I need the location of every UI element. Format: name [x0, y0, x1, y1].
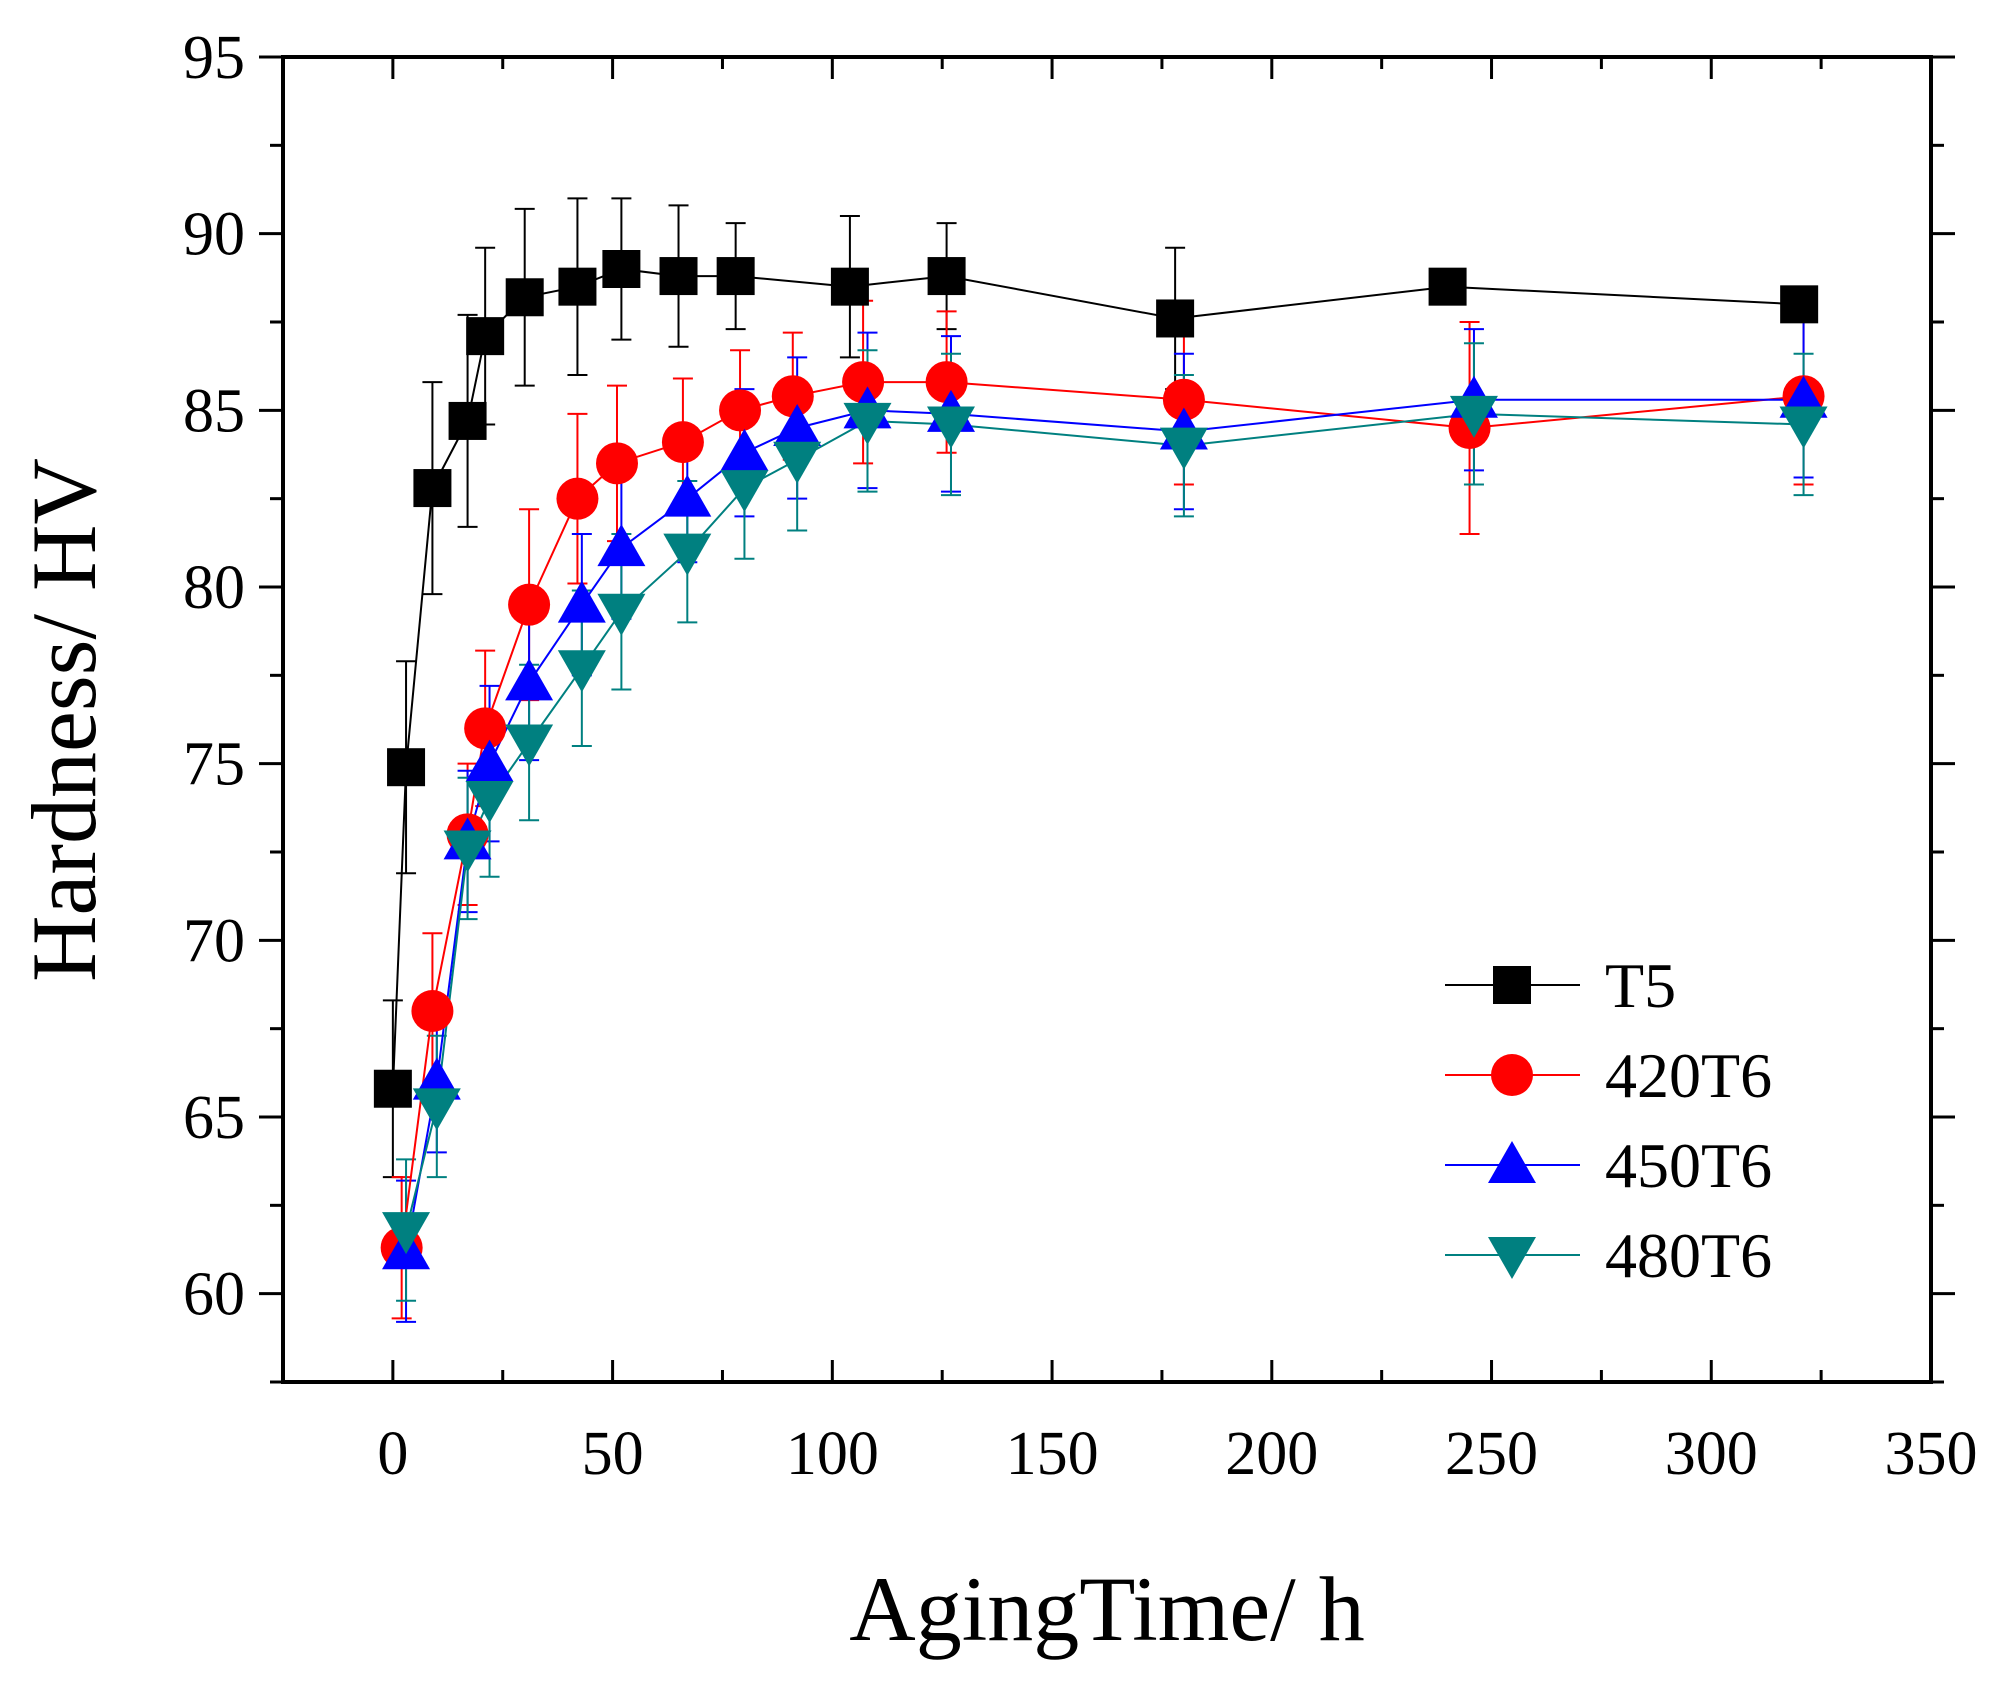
y-tick-label: 70 [183, 907, 245, 975]
data-point-480t6 [412, 1088, 461, 1131]
data-point-450t6 [773, 404, 822, 446]
data-point-450t6 [465, 739, 514, 782]
data-point-t5 [1780, 285, 1819, 324]
plot-frame [281, 55, 1933, 1384]
legend-label-t5: T5 [1605, 950, 1676, 1021]
y-tick-label: 85 [183, 377, 245, 445]
data-point-450t6 [505, 658, 554, 701]
legend-marker-420t6 [1491, 1054, 1533, 1096]
x-tick-labels: 0 50 100 150 200 250 300 350 [377, 1420, 1977, 1488]
y-tick-label: 65 [183, 1084, 245, 1152]
data-point-420t6 [1162, 378, 1205, 421]
data-point-420t6 [411, 990, 454, 1032]
data-point-420t6 [771, 375, 814, 418]
data-point-420t6 [925, 361, 968, 404]
data-point-t5 [448, 401, 487, 440]
data-point-420t6 [464, 707, 507, 750]
data-point-420t6 [508, 583, 551, 626]
data-point-t5 [927, 257, 966, 296]
data-point-420t6 [556, 477, 599, 520]
y-tick-label: 75 [183, 731, 245, 799]
x-axis-title: AgingTime/ h [849, 1558, 1364, 1660]
data-point-t5 [387, 748, 426, 787]
data-point-480t6 [505, 724, 554, 767]
data-point-450t6 [663, 474, 712, 517]
x-tick-label: 150 [1006, 1420, 1099, 1488]
data-point-480t6 [773, 441, 822, 484]
data-point-t5 [505, 278, 544, 317]
data-point-480t6 [443, 830, 492, 873]
data-point-t5 [373, 1069, 412, 1108]
data-point-480t6 [720, 470, 769, 513]
data-point-480t6 [926, 406, 975, 449]
data-point-420t6 [661, 421, 704, 464]
data-point-t5 [830, 267, 869, 306]
legend-label-450t6: 450T6 [1605, 1130, 1772, 1201]
data-point-450t6 [720, 428, 769, 471]
data-point-480t6 [663, 533, 712, 576]
y-tick-label: 95 [183, 24, 245, 92]
legend: T5 420T6 450T6 480T6 [1445, 950, 1772, 1291]
data-point-t5 [1156, 299, 1195, 338]
data-point-t5 [558, 267, 597, 306]
data-point-480t6 [597, 593, 646, 636]
y-tick-label: 80 [183, 554, 245, 622]
data-point-t5 [716, 257, 755, 296]
legend-marker-480t6 [1488, 1237, 1536, 1279]
series-markers [373, 250, 1828, 1270]
data-point-480t6 [1159, 427, 1208, 470]
data-point-450t6 [557, 580, 606, 623]
data-point-450t6 [597, 524, 646, 567]
legend-label-420t6: 420T6 [1605, 1040, 1772, 1111]
x-tick-label: 100 [786, 1420, 879, 1488]
x-tick-label: 50 [582, 1420, 644, 1488]
data-point-480t6 [1449, 395, 1498, 438]
x-tick-label: 0 [377, 1420, 408, 1488]
data-point-t5 [659, 257, 698, 296]
y-tick-label: 60 [183, 1261, 245, 1329]
y-tick-labels: 60 65 70 75 80 85 90 95 [183, 24, 245, 1329]
y-axis-title: Hardness/ HV [13, 458, 115, 982]
legend-marker-450t6 [1488, 1141, 1536, 1183]
x-tick-label: 250 [1445, 1420, 1538, 1488]
data-point-t5 [466, 317, 505, 356]
x-tick-label: 200 [1225, 1420, 1318, 1488]
data-point-420t6 [595, 442, 638, 485]
data-point-480t6 [843, 402, 892, 445]
legend-label-480t6: 480T6 [1605, 1220, 1772, 1291]
data-point-420t6 [842, 361, 885, 404]
x-tick-label: 300 [1665, 1420, 1758, 1488]
data-point-t5 [1428, 267, 1467, 306]
data-point-480t6 [465, 781, 514, 823]
data-point-480t6 [1779, 406, 1828, 449]
data-point-420t6 [719, 389, 762, 432]
y-tick-label: 90 [183, 201, 245, 269]
data-point-t5 [413, 469, 452, 508]
axis-ticks [259, 55, 1955, 1384]
data-point-480t6 [557, 650, 606, 693]
legend-marker-t5 [1493, 966, 1531, 1004]
x-tick-label: 350 [1885, 1420, 1978, 1488]
data-point-t5 [602, 250, 641, 288]
data-point-480t6 [382, 1212, 431, 1255]
